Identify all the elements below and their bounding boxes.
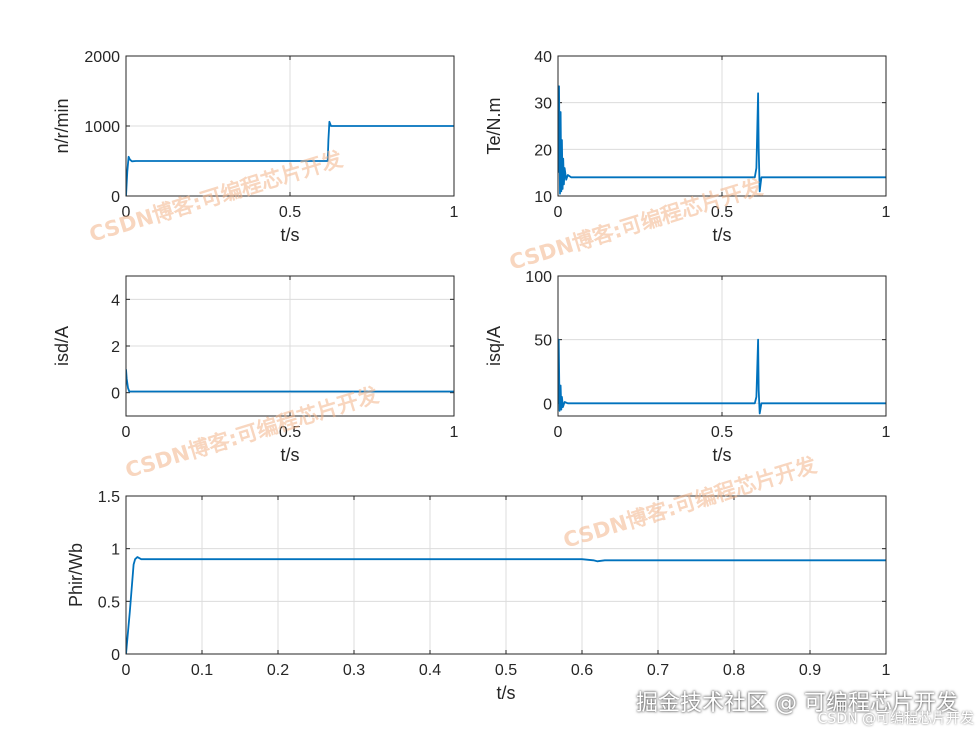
x-tick-label: 0.6 — [571, 662, 593, 679]
y-tick-label: 30 — [534, 96, 552, 113]
x-tick-label: 0 — [122, 204, 131, 221]
x-axis-label: t/s — [496, 683, 515, 703]
x-tick-label: 0 — [122, 424, 131, 441]
y-tick-label: 40 — [534, 49, 552, 66]
x-tick-label: 0.8 — [723, 662, 745, 679]
y-tick-label: 0 — [111, 189, 120, 206]
y-axis-label: Te/N.m — [484, 97, 504, 154]
axes-box — [125, 55, 455, 197]
x-tick-label: 0 — [122, 662, 131, 679]
y-tick-label: 10 — [534, 189, 552, 206]
y-tick-label: 2 — [111, 339, 120, 356]
x-axis-label: t/s — [712, 445, 731, 465]
subplot-2: 0 0.5 1 10 20 30 40 t/s Te/N.m — [484, 49, 891, 245]
y-tick-label: 4 — [111, 292, 120, 309]
x-tick-label: 0.5 — [711, 204, 733, 221]
x-axis-label: t/s — [280, 225, 299, 245]
subplot-1: 0 0.5 1 0 1000 2000 t/s n/r/min — [52, 49, 459, 245]
x-tick-label: 0.2 — [267, 662, 289, 679]
x-axis-label: t/s — [280, 445, 299, 465]
y-tick-label: 1.5 — [98, 489, 120, 506]
x-tick-label: 0.7 — [647, 662, 669, 679]
y-tick-label: 0 — [111, 386, 120, 403]
x-tick-label: 0 — [554, 424, 563, 441]
x-tick-label: 0.5 — [279, 204, 301, 221]
y-axis-label: isd/A — [52, 326, 72, 366]
footer-brand: 掘金技术社区 @ 可编程芯片开发 — [636, 691, 958, 716]
subplot-3: 0 0.5 1 0 2 4 t/s isd/A — [52, 275, 459, 465]
footer-source: CSDN @可编程芯片开发 — [817, 711, 974, 727]
series-line-1 — [558, 85, 886, 195]
series-line-1 — [126, 556, 886, 654]
y-tick-label: 50 — [534, 333, 552, 350]
x-tick-label: 0.4 — [419, 662, 441, 679]
subplot-4: 0 0.5 1 0 50 100 t/s isq/A — [484, 269, 891, 465]
x-tick-label: 0 — [554, 204, 563, 221]
axes-box — [557, 55, 887, 197]
y-axis-label: isq/A — [484, 326, 504, 366]
series-line-1 — [126, 369, 454, 393]
x-tick-label: 0.5 — [279, 424, 301, 441]
x-axis-label: t/s — [712, 225, 731, 245]
x-tick-label: 1 — [450, 204, 459, 221]
y-tick-label: 0.5 — [98, 594, 120, 611]
y-tick-label: 20 — [534, 142, 552, 159]
y-tick-label: 0 — [543, 396, 552, 413]
y-tick-label: 1000 — [84, 119, 120, 136]
y-axis-label: n/r/min — [52, 98, 72, 153]
x-tick-label: 0.1 — [191, 662, 213, 679]
y-tick-label: 1 — [111, 542, 120, 559]
x-tick-label: 1 — [450, 424, 459, 441]
y-tick-label: 2000 — [84, 49, 120, 66]
x-tick-label: 1 — [882, 204, 891, 221]
series-line-1 — [126, 120, 454, 196]
x-tick-label: 1 — [882, 662, 891, 679]
y-axis-label: Phir/Wb — [66, 543, 86, 607]
subplot-5: 0 0.1 0.2 0.3 0.4 0.5 0.6 0.7 0.8 0.9 1 0 0.5 1 1.5 t/s… — [66, 489, 891, 703]
axes-box — [125, 495, 887, 655]
x-tick-label: 0.5 — [495, 662, 517, 679]
y-tick-label: 0 — [111, 647, 120, 664]
x-tick-label: 0.9 — [799, 662, 821, 679]
axes-box — [557, 275, 887, 417]
x-tick-label: 0.3 — [343, 662, 365, 679]
axes-box — [125, 275, 455, 417]
x-tick-label: 0.5 — [711, 424, 733, 441]
x-tick-label: 1 — [882, 424, 891, 441]
y-tick-label: 100 — [525, 269, 552, 286]
series-line-1 — [558, 338, 886, 415]
